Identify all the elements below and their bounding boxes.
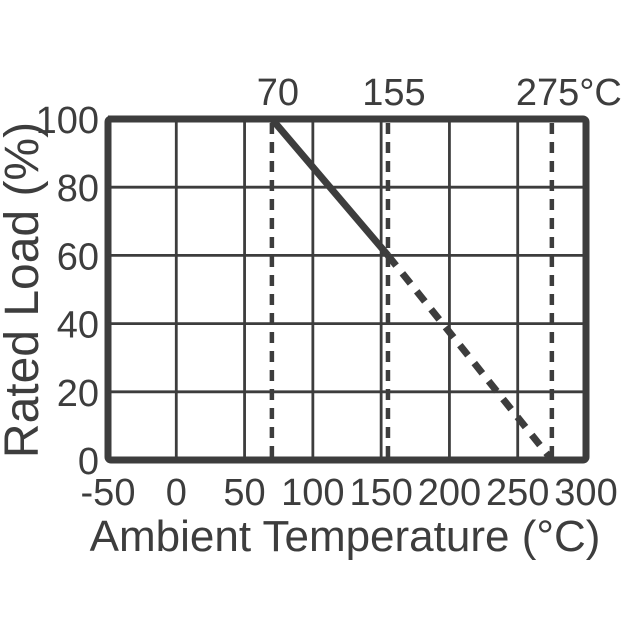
reference-line-label: 70 <box>257 72 299 114</box>
x-tick-label: 250 <box>486 472 549 514</box>
x-tick-label: 100 <box>281 472 344 514</box>
plot-border <box>104 115 590 464</box>
derating-line-dashed <box>385 253 555 463</box>
y-tick-label: 0 <box>78 441 99 483</box>
y-axis-title: Rated Load (%) <box>0 122 49 458</box>
y-tick-label: 100 <box>36 100 99 142</box>
x-tick-label: 0 <box>166 472 187 514</box>
y-tick-label: 20 <box>57 373 99 415</box>
x-tick-label: -50 <box>81 472 136 514</box>
reference-line-label: 155 <box>362 72 425 114</box>
x-axis-title: Ambient Temperature (°C) <box>90 512 601 561</box>
y-tick-label: 40 <box>57 305 99 347</box>
x-tick-label: 50 <box>223 472 265 514</box>
y-tick-label: 80 <box>57 168 99 210</box>
reference-line-label: 275°C <box>516 72 622 114</box>
x-tick-label: 300 <box>554 472 617 514</box>
x-tick-label: 150 <box>349 472 412 514</box>
y-tick-label: 60 <box>57 236 99 278</box>
x-tick-label: 200 <box>418 472 481 514</box>
